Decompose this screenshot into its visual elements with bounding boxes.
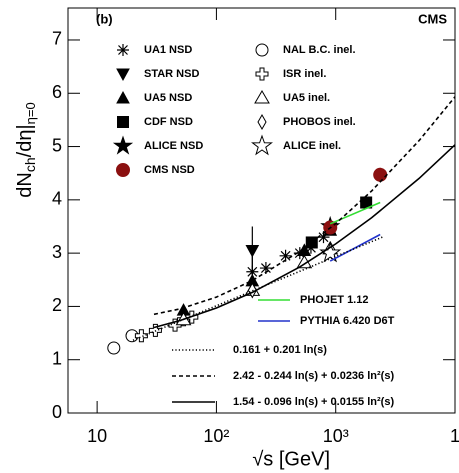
marker <box>107 341 121 355</box>
y-axis-title-part: ch <box>22 157 38 172</box>
y-tick-label: 5 <box>52 135 62 155</box>
curve <box>153 144 456 329</box>
legend-label: PHOJET 1.12 <box>300 294 368 306</box>
legend-label: UA5 inel. <box>283 92 330 104</box>
y-tick-label: 0 <box>52 402 62 422</box>
legend-label: STAR NSD <box>144 68 199 80</box>
marker <box>134 329 148 343</box>
legend-label: CMS NSD <box>144 164 195 176</box>
y-axis-title: dNch/dη|η=0 <box>14 102 38 197</box>
panel-label: (b) <box>96 11 113 26</box>
legend-label: PHOBOS inel. <box>283 116 356 128</box>
y-tick-label: 3 <box>52 242 62 262</box>
x-tick-label: 1 <box>450 426 459 446</box>
legend-marker <box>254 90 270 104</box>
marker <box>279 249 292 262</box>
y-tick-label: 6 <box>52 82 62 102</box>
legend-marker <box>117 44 129 56</box>
marker <box>319 241 342 263</box>
legend-marker <box>116 90 130 104</box>
curve <box>329 201 381 225</box>
x-tick-label: 10³ <box>323 426 349 446</box>
legend-label: UA1 NSD <box>144 44 192 56</box>
marker <box>373 167 388 182</box>
x-axis-title: √s [GeV] <box>252 448 330 470</box>
curve <box>153 96 456 316</box>
legend-label: ISR inel. <box>283 68 326 80</box>
legend-label: ALICE NSD <box>144 140 203 152</box>
y-axis-title-part: /dη <box>14 130 36 158</box>
legend-label: PYTHIA 6.420 D6T <box>300 315 395 327</box>
experiment-label: CMS <box>418 11 447 26</box>
legend-marker <box>112 135 134 155</box>
plot-frame <box>67 7 456 414</box>
legend-label: NAL B.C. inel. <box>283 44 356 56</box>
y-axis-title-part: dN <box>14 172 36 198</box>
legend-marker <box>251 134 273 156</box>
curve <box>329 233 381 262</box>
legend-marker <box>116 68 130 82</box>
y-tick-label: 2 <box>52 295 62 315</box>
y-tick-label: 1 <box>52 348 62 368</box>
legend-label: UA5 NSD <box>144 92 192 104</box>
legend-marker <box>117 116 129 128</box>
y-tick-label: 7 <box>52 29 62 49</box>
marker <box>245 244 260 258</box>
x-tick-label: 10² <box>203 426 229 446</box>
y-axis-title-part: η=0 <box>23 102 38 124</box>
legend-marker <box>116 163 130 177</box>
y-axis-title-part: | <box>14 124 36 129</box>
legend-label: CDF NSD <box>144 116 193 128</box>
legend-label: 2.42 - 0.244 ln(s) + 0.0236 ln²(s) <box>233 370 394 382</box>
legend-label: ALICE inel. <box>283 140 341 152</box>
legend-marker <box>257 113 267 131</box>
legend-marker <box>255 43 269 57</box>
marker <box>317 231 330 244</box>
legend-label: 0.161 + 0.201 ln(s) <box>233 344 327 356</box>
marker <box>259 262 272 275</box>
legend-marker <box>255 67 269 81</box>
legend-label: 1.54 - 0.096 ln(s) + 0.0155 ln²(s) <box>233 396 394 408</box>
y-tick-label: 4 <box>52 189 62 209</box>
x-tick-label: 10 <box>87 426 107 446</box>
